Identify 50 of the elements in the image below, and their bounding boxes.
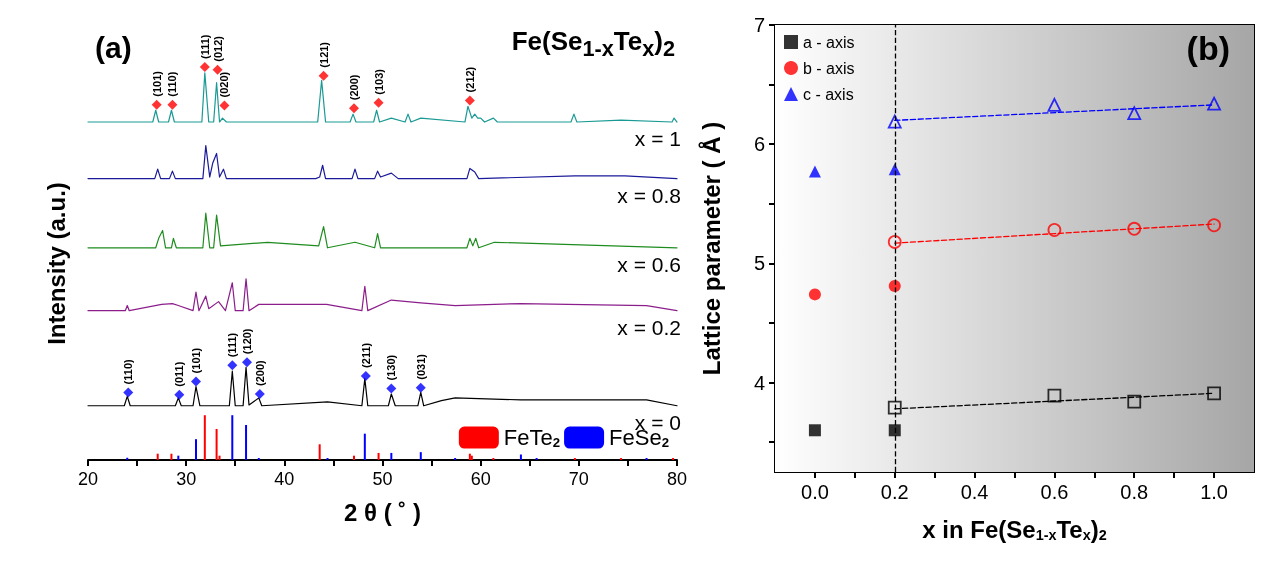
series-label: x = 0.2 (617, 315, 681, 339)
annotation: (110) (166, 71, 179, 97)
legend-label: FeTe2 (503, 425, 561, 451)
legend-label: b - axis (803, 59, 855, 77)
annotation: (103) (372, 68, 385, 95)
x-tick-label: 70 (568, 469, 589, 489)
series-label: x = 0.8 (617, 183, 681, 207)
y-axis-title: Lattice parameter ( Å ) (697, 121, 725, 376)
annotation: (101) (189, 347, 202, 374)
annotation: (020) (218, 71, 231, 98)
y-tick-label: 6 (753, 133, 765, 156)
series-label: x = 0.6 (617, 252, 681, 276)
x-tick-label: 30 (176, 469, 197, 489)
y-tick-label: 5 (753, 252, 765, 275)
text: Fe(Se$_{1-x}$Te$_{x}$)$_{2}$ (511, 26, 675, 63)
x-tick-label: 0.4 (960, 481, 989, 503)
x-tick-label: 20 (77, 469, 99, 489)
annotation: (101) (150, 70, 163, 97)
annotation: (110) (122, 358, 135, 385)
x-tick-label: 0.0 (801, 481, 829, 503)
annotation: (211) (359, 342, 372, 368)
x-tick-label: 0.2 (880, 481, 909, 503)
annotation: (120) (241, 328, 254, 355)
x-axis-title: 2 θ ( ˚ ) (344, 498, 421, 526)
y-tick-label: 7 (753, 14, 765, 36)
text: (a) (95, 30, 132, 66)
annotation: (012) (211, 35, 224, 62)
annotation: (b) (1186, 27, 1230, 69)
annotation: (130) (385, 354, 398, 381)
x-tick-label: 60 (470, 469, 491, 489)
annotation: (200) (348, 74, 361, 101)
annotation: (212) (463, 66, 476, 93)
legend-label: a - axis (803, 33, 855, 51)
annotation: (200) (253, 359, 266, 386)
y-tick-label: 4 (753, 371, 765, 394)
x-tick-label: 50 (372, 469, 393, 489)
annotation: (011) (173, 361, 186, 387)
annotation: (121) (317, 41, 330, 68)
annotation: (031) (414, 353, 427, 380)
annotation: (111) (198, 34, 211, 59)
x-tick-label: 1.0 (1200, 481, 1228, 503)
x-axis-title: x in Fe(Se1-xTex)2 (922, 515, 1107, 543)
legend-label: c - axis (803, 85, 854, 103)
y-axis-title: Intensity (a.u.) (42, 182, 70, 345)
x-tick-label: 40 (274, 469, 295, 489)
x-tick-label: 80 (666, 469, 687, 489)
series-label: x = 1 (634, 127, 681, 151)
annotation: (111) (226, 332, 239, 358)
x-tick-label: 0.8 (1120, 481, 1149, 503)
x-tick-label: 0.6 (1040, 481, 1069, 503)
